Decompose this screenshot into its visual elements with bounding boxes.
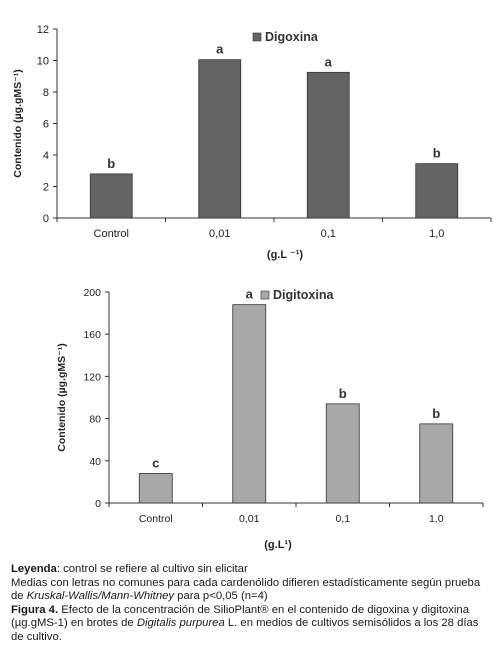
legend: Digoxina [252,30,319,44]
significance-letter: c [152,455,159,470]
y-tick-label: 120 [83,371,101,383]
digitoxina-chart: 0 40 80 120 160 200 c Control a 0,01 b 0,1 b 1,0 Conte… [56,287,484,551]
legend-text: : control se refiere al cultivo sin elic… [56,563,248,575]
y-tick-label: 160 [83,329,101,341]
x-tick-label: 1,0 [429,513,444,525]
legend-note: Leyenda: control se refiere al cultivo s… [11,563,493,577]
x-tick-label: 1,0 [429,228,444,240]
bar-3 [306,71,350,219]
x-tick-label: 0,1 [335,513,350,525]
y-tick-label: 10 [37,56,49,68]
legend-swatch [260,290,270,300]
legend: Digitoxina [260,288,334,302]
y-tick-label: 2 [43,182,49,194]
bar-2 [198,59,242,219]
y-tick-label: 80 [89,414,101,426]
bar-4 [415,163,459,219]
significance-letter: b [433,146,441,161]
figure-caption: Leyenda: control se refiere al cultivo s… [11,563,493,645]
bar-2 [232,304,267,504]
significance-letter: a [216,42,224,57]
y-tick-label: 8 [43,87,49,99]
y-tick-label: 200 [83,287,101,299]
x-tick-label: Control [94,228,129,240]
figure-text-b: L. en medios de cultivos semisólidos a l… [11,617,479,643]
y-tick-label: 40 [89,456,101,468]
x-axis-title: (g.L ⁻¹) [267,249,303,261]
legend-label: Leyenda [11,563,57,575]
stats-text-a: Medias con letras no comunes para cada c… [11,576,481,603]
stats-test-name: Kruskal-Wallis/Mann-Whitney [26,590,175,603]
figure-species: Digitalis purpurea [136,617,225,630]
significance-letter: b [107,156,115,171]
x-tick-label: Control [139,513,173,525]
y-axis-title: Contenido (µg.gMS⁻¹) [12,69,24,177]
x-axis-title: (g.L¹) [264,539,292,551]
y-tick-label: 6 [43,119,49,131]
x-tick-label: 0,01 [209,228,230,240]
stats-text-b: para p<0,05 (n=4) [174,590,268,603]
significance-letter: b [432,406,440,421]
y-axis-title: Contenido (µg.gMS⁻¹) [56,343,68,451]
significance-letter: a [325,54,333,69]
significance-letter: b [339,386,347,401]
bar-4 [419,423,454,504]
legend-label: Digitoxina [273,288,334,302]
figure-description: Figura 4. Efecto de la concentración de … [11,604,493,645]
y-tick-label: 0 [95,498,101,510]
legend-label: Digoxina [265,30,319,44]
x-tick-label: 0,1 [321,228,336,240]
bar-3 [325,403,360,504]
figure-text-a: Efecto de la concentración de SilioPlant… [11,603,469,630]
figure-label: Figura 4. [11,603,59,616]
statistics-note: Medias con letras no comunes para cada c… [11,577,493,604]
y-tick-label: 4 [43,150,49,162]
bar-1 [138,473,173,504]
x-tick-label: 0,01 [239,513,260,525]
y-tick-label: 0 [43,213,49,225]
significance-letter: a [246,287,254,302]
y-tick-label: 12 [37,24,49,36]
bar-1 [89,173,133,219]
digoxina-chart: 0 2 4 6 8 10 12 b Control a 0,01 a 0,1 b 1,0 Contenido … [12,24,492,261]
legend-swatch [252,32,262,42]
